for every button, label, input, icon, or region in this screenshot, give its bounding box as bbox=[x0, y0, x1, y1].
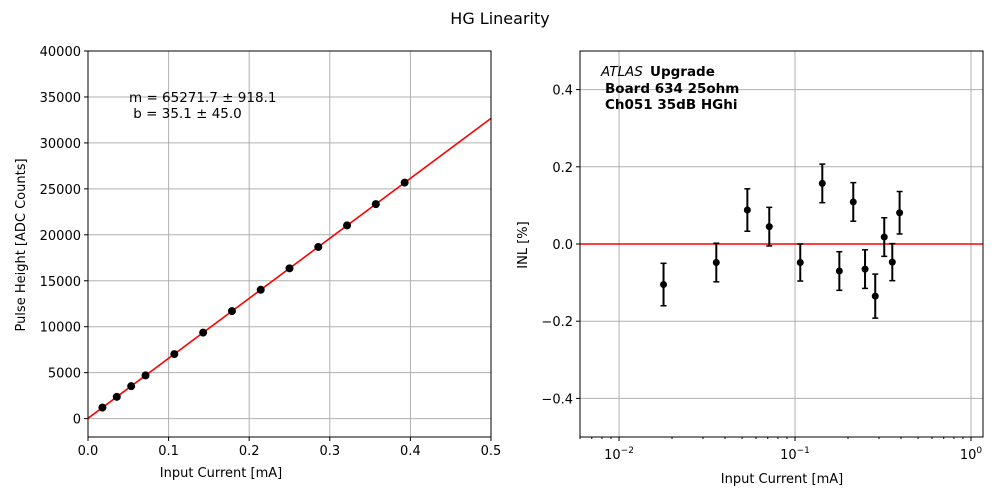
right-xlabel: Input Current [mA] bbox=[721, 472, 843, 487]
data-point bbox=[141, 371, 150, 380]
data-point bbox=[170, 350, 179, 359]
y-tick-label: 5000 bbox=[48, 367, 81, 382]
y-tick-label: 25000 bbox=[40, 183, 81, 198]
data-point bbox=[796, 259, 804, 267]
data-point bbox=[896, 209, 904, 217]
data-point bbox=[871, 292, 879, 300]
left-axes-frame bbox=[87, 50, 492, 438]
data-point bbox=[765, 223, 773, 231]
data-point bbox=[285, 264, 294, 273]
y-tick-label: 20000 bbox=[40, 229, 81, 244]
atlas-label: ATLAS bbox=[600, 64, 643, 80]
x-tick-label: 0.2 bbox=[239, 444, 260, 459]
data-point bbox=[98, 403, 107, 412]
y-tick-label: 0 bbox=[73, 413, 81, 428]
x-tick-label: 10−2 bbox=[604, 446, 634, 463]
left-ylabel: Pulse Height [ADC Counts] bbox=[14, 158, 29, 331]
channel-label: Ch051 35dB HGhi bbox=[605, 97, 737, 113]
y-tick-label: 35000 bbox=[40, 91, 81, 106]
y-tick-label: 0.4 bbox=[552, 84, 573, 99]
x-tick-label: 0.4 bbox=[400, 444, 421, 459]
data-point bbox=[343, 221, 352, 230]
right-ylabel: INL [%] bbox=[516, 221, 531, 268]
fit-annotation-m: m = 65271.7 ± 918.1 bbox=[129, 90, 276, 106]
data-point bbox=[314, 242, 323, 251]
data-point bbox=[400, 178, 409, 187]
y-tick-label: 40000 bbox=[40, 45, 81, 60]
data-point bbox=[371, 200, 380, 209]
y-tick-label: 15000 bbox=[40, 275, 81, 290]
data-point bbox=[880, 233, 888, 241]
y-tick-label: −0.4 bbox=[541, 392, 573, 407]
data-point bbox=[849, 198, 857, 206]
data-point bbox=[888, 258, 896, 266]
data-point bbox=[818, 179, 826, 187]
data-point bbox=[227, 307, 236, 316]
data-point bbox=[743, 206, 751, 214]
x-tick-label: 0.5 bbox=[481, 444, 502, 459]
x-tick-label: 0.0 bbox=[78, 444, 99, 459]
y-tick-label: −0.2 bbox=[541, 315, 573, 330]
data-point bbox=[835, 267, 843, 275]
x-tick-label: 0.3 bbox=[319, 444, 340, 459]
data-point bbox=[199, 328, 208, 337]
left-xlabel: Input Current [mA] bbox=[160, 466, 282, 481]
board-label: Board 634 25ohm bbox=[605, 81, 739, 97]
y-tick-label: 0.2 bbox=[552, 161, 573, 176]
fit-annotation-b: b = 35.1 ± 45.0 bbox=[129, 106, 242, 122]
y-tick-label: 0.0 bbox=[552, 238, 573, 253]
data-point bbox=[112, 392, 121, 401]
right-axes-frame bbox=[579, 50, 984, 438]
figure-title: HG Linearity bbox=[450, 9, 549, 28]
x-tick-label: 10−1 bbox=[780, 446, 810, 463]
y-tick-label: 10000 bbox=[40, 321, 81, 336]
y-tick-label: 30000 bbox=[40, 137, 81, 152]
x-tick-label: 100 bbox=[960, 446, 983, 463]
data-point bbox=[712, 259, 720, 267]
data-point bbox=[861, 265, 869, 273]
data-point bbox=[660, 281, 668, 289]
x-tick-label: 0.1 bbox=[158, 444, 179, 459]
data-point bbox=[256, 285, 265, 294]
upgrade-label: Upgrade bbox=[650, 64, 715, 80]
data-point bbox=[127, 382, 136, 391]
